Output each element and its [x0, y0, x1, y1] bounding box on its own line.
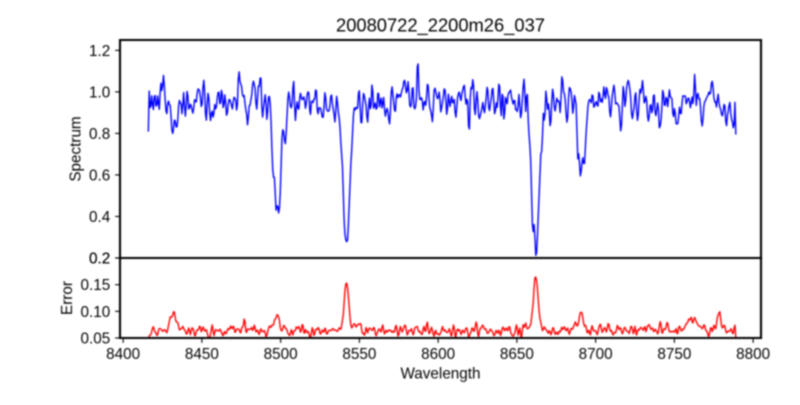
svg-text:8450: 8450	[185, 346, 219, 363]
svg-text:0.05: 0.05	[81, 331, 111, 348]
svg-text:0.15: 0.15	[81, 277, 111, 294]
svg-text:0.10: 0.10	[81, 304, 111, 321]
svg-text:Spectrum: Spectrum	[67, 116, 84, 181]
svg-text:8700: 8700	[579, 346, 613, 363]
svg-text:Wavelength: Wavelength	[400, 366, 480, 383]
svg-text:8600: 8600	[421, 346, 455, 363]
svg-text:0.6: 0.6	[89, 167, 110, 184]
svg-text:8650: 8650	[500, 346, 534, 363]
svg-text:0.4: 0.4	[89, 209, 111, 226]
svg-text:8400: 8400	[106, 346, 140, 363]
svg-text:0.8: 0.8	[89, 126, 110, 143]
svg-text:1.2: 1.2	[89, 43, 110, 60]
svg-text:8750: 8750	[657, 346, 691, 363]
svg-text:20080722_2200m26_037: 20080722_2200m26_037	[336, 15, 545, 37]
svg-text:8550: 8550	[342, 346, 376, 363]
svg-text:0.2: 0.2	[89, 251, 110, 268]
svg-text:1.0: 1.0	[89, 84, 110, 101]
svg-text:8500: 8500	[264, 346, 298, 363]
svg-text:Error: Error	[59, 281, 76, 315]
svg-text:8800: 8800	[736, 346, 770, 363]
